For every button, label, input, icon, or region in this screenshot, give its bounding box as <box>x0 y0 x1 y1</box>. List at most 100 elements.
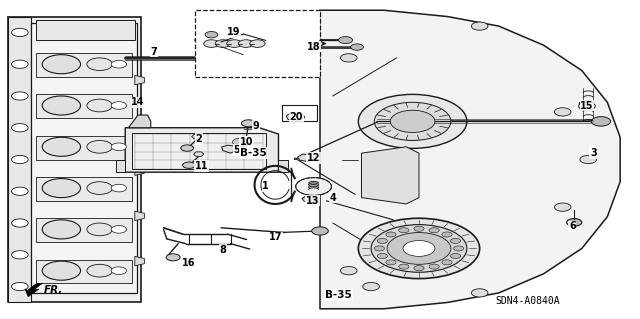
Circle shape <box>399 228 409 233</box>
Text: B-35: B-35 <box>325 290 352 300</box>
Circle shape <box>87 182 113 195</box>
Circle shape <box>241 120 255 127</box>
Circle shape <box>442 232 452 237</box>
Circle shape <box>238 40 253 48</box>
Polygon shape <box>320 10 620 309</box>
Circle shape <box>351 44 364 50</box>
Circle shape <box>363 282 380 291</box>
Bar <box>36 218 132 242</box>
Circle shape <box>303 196 316 202</box>
Text: 2: 2 <box>195 134 202 144</box>
Bar <box>36 94 132 118</box>
Circle shape <box>232 138 248 146</box>
Circle shape <box>340 54 357 62</box>
Polygon shape <box>135 211 145 221</box>
Circle shape <box>87 99 113 112</box>
Circle shape <box>12 219 28 227</box>
Circle shape <box>471 22 488 30</box>
Circle shape <box>204 40 219 48</box>
Circle shape <box>42 261 81 280</box>
Polygon shape <box>135 256 145 266</box>
Circle shape <box>386 260 396 265</box>
Polygon shape <box>135 75 145 85</box>
Text: 10: 10 <box>240 137 253 147</box>
Text: 8: 8 <box>220 245 227 255</box>
Circle shape <box>454 246 464 251</box>
Circle shape <box>358 94 467 148</box>
Polygon shape <box>193 152 204 156</box>
Polygon shape <box>362 147 419 204</box>
Circle shape <box>387 233 451 264</box>
Circle shape <box>451 238 461 243</box>
Circle shape <box>111 226 127 233</box>
Text: 9: 9 <box>253 121 259 131</box>
Text: 20: 20 <box>290 112 303 122</box>
Polygon shape <box>191 134 202 139</box>
Text: 16: 16 <box>182 258 196 268</box>
Circle shape <box>429 264 439 269</box>
Circle shape <box>250 40 265 48</box>
Circle shape <box>12 187 28 196</box>
Circle shape <box>340 267 357 275</box>
Circle shape <box>12 282 28 291</box>
Circle shape <box>580 155 596 164</box>
Polygon shape <box>286 113 305 120</box>
Bar <box>8 17 31 302</box>
Bar <box>36 136 132 160</box>
Circle shape <box>87 58 113 70</box>
Text: 12: 12 <box>307 153 321 163</box>
Circle shape <box>182 162 195 168</box>
Circle shape <box>386 232 396 237</box>
Circle shape <box>399 264 409 269</box>
Circle shape <box>374 102 451 140</box>
Circle shape <box>12 155 28 164</box>
Polygon shape <box>298 154 314 162</box>
Text: 3: 3 <box>590 148 596 158</box>
Circle shape <box>554 203 571 211</box>
Polygon shape <box>135 166 145 175</box>
Circle shape <box>312 227 328 235</box>
Polygon shape <box>278 160 288 172</box>
Circle shape <box>554 108 571 116</box>
Text: SDN4-A0840A: SDN4-A0840A <box>495 296 560 306</box>
Text: 14: 14 <box>131 97 145 107</box>
Polygon shape <box>234 140 250 147</box>
Bar <box>132 132 266 169</box>
Circle shape <box>42 137 81 156</box>
Circle shape <box>42 179 81 197</box>
Circle shape <box>566 219 582 226</box>
Circle shape <box>12 60 28 68</box>
Circle shape <box>374 246 385 251</box>
Circle shape <box>403 241 435 256</box>
Text: 11: 11 <box>195 161 209 171</box>
Bar <box>36 260 132 283</box>
Circle shape <box>371 225 467 272</box>
Circle shape <box>12 251 28 259</box>
Circle shape <box>429 228 439 233</box>
Bar <box>195 10 320 77</box>
Text: 17: 17 <box>269 232 282 242</box>
Bar <box>36 53 132 77</box>
Circle shape <box>215 40 230 48</box>
Circle shape <box>227 40 242 48</box>
Polygon shape <box>129 115 151 128</box>
Circle shape <box>42 55 81 74</box>
Circle shape <box>390 110 435 132</box>
Circle shape <box>451 253 461 258</box>
Circle shape <box>166 254 180 261</box>
Bar <box>282 105 317 122</box>
Polygon shape <box>135 121 145 130</box>
Circle shape <box>471 289 488 297</box>
Circle shape <box>205 32 218 38</box>
Text: FR.: FR. <box>44 285 63 295</box>
Circle shape <box>111 60 127 68</box>
Circle shape <box>87 140 113 153</box>
Text: 18: 18 <box>307 42 321 52</box>
Circle shape <box>358 218 479 278</box>
Circle shape <box>414 266 424 271</box>
Bar <box>36 177 132 201</box>
Circle shape <box>111 184 127 192</box>
Circle shape <box>414 226 424 231</box>
Bar <box>36 20 135 41</box>
Text: 1: 1 <box>262 182 269 191</box>
